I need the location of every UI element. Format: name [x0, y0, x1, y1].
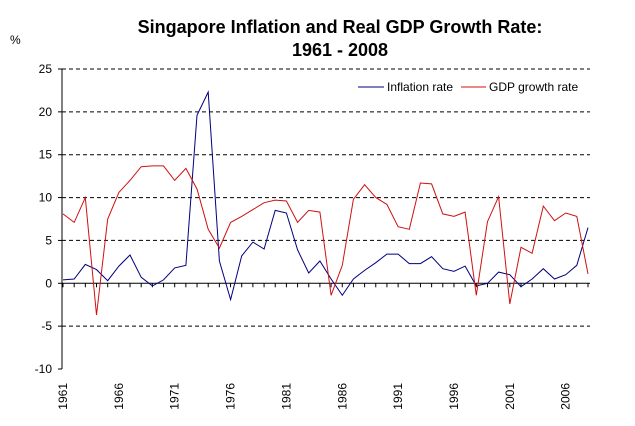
x-tick-label: 1996: [447, 383, 461, 410]
chart-title: Singapore Inflation and Real GDP Growth …: [138, 17, 543, 37]
x-tick-label: 1971: [168, 383, 182, 410]
y-axis-label: %: [10, 33, 21, 47]
y-tick-label: 10: [39, 191, 53, 205]
legend-label-inflation: Inflation rate: [387, 80, 453, 94]
x-tick-label: 1966: [112, 383, 126, 410]
y-tick-label: 15: [39, 148, 53, 162]
x-tick-label: 1991: [391, 383, 405, 410]
chart-subtitle: 1961 - 2008: [292, 40, 388, 60]
gdp-growth-rate-line: [62, 165, 589, 316]
legend-label-gdp: GDP growth rate: [489, 80, 578, 94]
y-tick-label: 0: [45, 276, 52, 290]
legend: Inflation rate GDP growth rate: [358, 80, 578, 94]
x-tick-label: 1986: [335, 383, 349, 410]
y-tick-label: -5: [41, 319, 52, 333]
inflation-rate-line: [62, 90, 589, 302]
x-tick-label: 1981: [279, 383, 293, 410]
x-tick-label: 2006: [559, 383, 573, 410]
y-tick-label: -10: [35, 362, 53, 376]
y-tick-label: 20: [39, 105, 53, 119]
y-tick-label: 25: [39, 62, 53, 76]
x-tick-label: 1976: [224, 383, 238, 410]
x-tick-label: 1961: [56, 383, 70, 410]
x-tick-label: 2001: [503, 383, 517, 410]
y-tick-label: 5: [45, 233, 52, 247]
